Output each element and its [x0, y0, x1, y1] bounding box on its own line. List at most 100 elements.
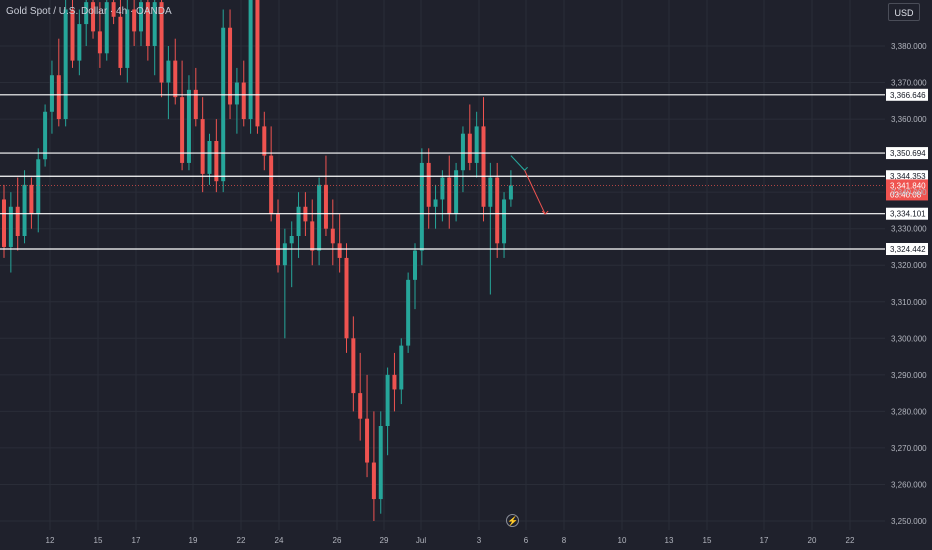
- candle-body: [241, 82, 246, 120]
- candle-body: [351, 338, 356, 394]
- candle-body: [207, 141, 212, 174]
- y-tick-label: 3,250.000: [891, 517, 927, 526]
- candle-body: [221, 27, 226, 182]
- candle-body: [502, 199, 507, 244]
- candle-body: [248, 0, 253, 120]
- x-tick-label: 22: [237, 536, 246, 545]
- candle-body: [2, 199, 6, 247]
- candle-body: [180, 97, 185, 163]
- candle-body: [337, 243, 342, 258]
- y-tick-label: 3,340.000: [891, 188, 927, 197]
- candle-body: [269, 155, 274, 215]
- candle-body: [228, 27, 233, 105]
- candle-body: [317, 184, 322, 251]
- candle-body: [36, 159, 41, 215]
- x-tick-label: 24: [275, 536, 284, 545]
- level-label-box: [886, 147, 928, 160]
- candle-body: [276, 214, 280, 266]
- y-tick-label: 3,260.000: [891, 480, 927, 489]
- candle-body: [467, 133, 472, 163]
- x-tick-label: 15: [94, 536, 103, 545]
- candle-body: [460, 133, 465, 171]
- y-tick-label: 3,290.000: [891, 371, 927, 380]
- candle-body: [234, 82, 239, 105]
- y-tick-label: 3,380.000: [891, 42, 927, 51]
- x-tick-label: 19: [189, 536, 198, 545]
- candle-body: [139, 2, 143, 32]
- y-tick-label: 3,310.000: [891, 298, 927, 307]
- x-tick-label: 26: [333, 536, 342, 545]
- candle-body: [488, 177, 493, 207]
- x-tick-label: 10: [618, 536, 627, 545]
- level-label: 3,350.694: [890, 149, 926, 158]
- candle-body: [406, 279, 411, 346]
- candle-body: [84, 2, 89, 25]
- candle-body: [392, 374, 397, 390]
- countdown-label: 03:40:08: [890, 190, 922, 199]
- candle-series: [2, 0, 513, 521]
- level-label-box: [886, 243, 928, 256]
- candle-body: [43, 111, 48, 160]
- x-tick-label: 29: [380, 536, 389, 545]
- candle-body: [159, 2, 164, 83]
- candle-body: [358, 393, 363, 419]
- level-label: 3,334.101: [890, 210, 926, 219]
- candle-body: [132, 9, 137, 32]
- candle-body: [447, 177, 452, 215]
- level-label: 3,344.353: [890, 172, 926, 181]
- candle-body: [454, 170, 459, 215]
- last-price-tag: [886, 179, 928, 201]
- candle-body: [481, 126, 486, 207]
- projection-annotations: [510, 155, 549, 215]
- candle-body: [22, 184, 27, 236]
- candle-body: [371, 462, 376, 500]
- symbol-title: Gold Spot / U.S. Dollar · 4h · OANDA: [6, 6, 172, 17]
- x-tick-label: 6: [524, 536, 529, 545]
- y-tick-label: 3,280.000: [891, 407, 927, 416]
- candle-body: [426, 162, 431, 207]
- y-tick-label: 3,300.000: [891, 334, 927, 343]
- candle-body: [419, 162, 424, 251]
- candle-body: [200, 119, 205, 174]
- candle-body: [344, 257, 349, 339]
- x-tick-label: 15: [703, 536, 712, 545]
- chart-grid: [0, 0, 885, 530]
- candle-body: [8, 206, 13, 247]
- candle-body: [15, 206, 20, 236]
- projection-arrow-up-head: [521, 166, 528, 171]
- candle-body: [63, 9, 68, 120]
- x-tick-label: 8: [562, 536, 567, 545]
- price-axis[interactable]: 3,250.000 3,260.000 3,270.000 3,280.000 3,29…: [891, 42, 927, 526]
- y-tick-label: 3,330.000: [891, 225, 927, 234]
- candle-body: [111, 2, 116, 17]
- candle-body: [77, 24, 82, 61]
- candle-body: [118, 16, 123, 68]
- candle-body: [399, 345, 404, 390]
- candle-body: [166, 60, 171, 83]
- x-tick-label: 17: [760, 536, 769, 545]
- candle-body: [440, 177, 445, 200]
- candle-body: [70, 9, 75, 61]
- candle-body: [125, 9, 130, 68]
- currency-button[interactable]: USD: [888, 3, 920, 21]
- x-tick-label: 13: [665, 536, 674, 545]
- lightning-icon[interactable]: ⚡: [506, 514, 519, 527]
- y-tick-label: 3,370.000: [891, 79, 927, 88]
- x-tick-label: 17: [132, 536, 141, 545]
- candle-body: [378, 426, 383, 500]
- level-label-box: [886, 170, 928, 183]
- candle-body: [214, 141, 219, 182]
- candle-body: [365, 418, 370, 463]
- candle-body: [323, 184, 328, 229]
- y-tick-label: 3,270.000: [891, 444, 927, 453]
- candle-body: [385, 374, 390, 426]
- candle-body: [310, 221, 315, 251]
- candle-body: [152, 2, 157, 46]
- candle-body: [104, 2, 109, 54]
- last-price-label: 3,341.840: [890, 181, 926, 190]
- candle-body: [413, 250, 417, 280]
- time-axis[interactable]: 12 15 17 19 22 24 26 29 Jul 3 6 8 10 13 15 17 20 22: [46, 536, 855, 545]
- candle-body: [186, 89, 191, 163]
- candle-body: [29, 184, 34, 215]
